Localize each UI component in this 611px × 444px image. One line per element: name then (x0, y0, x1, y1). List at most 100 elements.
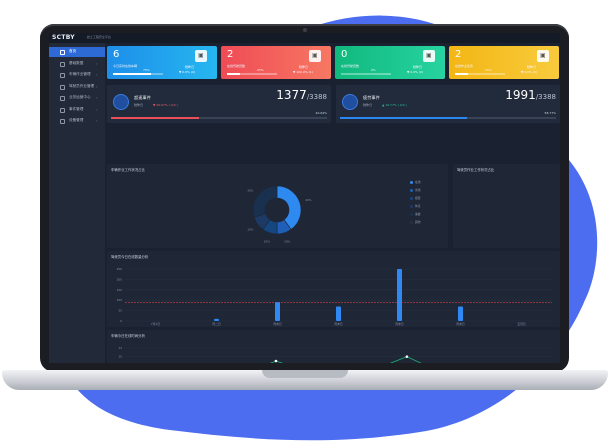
chevron-right-icon: › (96, 106, 98, 112)
chevron-right-icon: › (96, 95, 98, 100)
menu-icon (60, 84, 65, 90)
y-tick-label: 100 (117, 298, 123, 302)
event-count: 1991/3388 (505, 88, 556, 102)
event-percent: 58.77% (544, 111, 556, 115)
camera-icon (303, 28, 307, 32)
card-value: 2 (227, 49, 234, 60)
bar (214, 318, 219, 321)
sidebar-item[interactable]: 基础数据 › (49, 59, 105, 69)
bar (275, 302, 280, 321)
y-tick-label: 200 (117, 277, 123, 281)
x-tick-label: 五月日 (517, 322, 526, 326)
chevron-right-icon: › (96, 60, 98, 66)
speed-gauge-icon (342, 94, 358, 110)
slice-label: 40% (305, 198, 312, 202)
legend-item[interactable]: 其他 (410, 220, 440, 225)
dashboard-screen: SCTBY · 岩土工程安全平台 首页 基础数据 › 车辆作业管理 › 驾驶员作业管理 › 业… (49, 33, 560, 363)
top-bar: SCTBY · 岩土工程安全平台 (49, 33, 560, 43)
legend-label: 在线 (415, 180, 421, 184)
card-progress (113, 73, 163, 75)
line-point (405, 355, 409, 358)
card-compare-value: ▼ 0.0% (0) (179, 70, 196, 74)
donut-chart: 40% 10% 10% 10% 30% (247, 185, 312, 243)
sidebar-item[interactable]: 业务运营中心 › (49, 93, 105, 103)
stat-card[interactable]: 6 今日实时在线车辆 75% 较昨日 ▼ 0.0% (0) ▣ (107, 46, 217, 79)
x-tick-label: 周末日 (456, 322, 465, 326)
legend-item[interactable]: 报警 (410, 196, 440, 201)
sidebar-item-label: 驾驶员作业管理 (69, 83, 95, 88)
event-stat: 超速事件 较昨日 ▼ 26.67% ( 4/4 ) 1377/3388 40.64% (107, 85, 331, 123)
slice-label: 10% (264, 239, 271, 243)
laptop-notch (262, 370, 348, 378)
menu-icon (60, 73, 65, 78)
bar (458, 306, 463, 321)
bar (336, 306, 341, 321)
stat-card[interactable]: 0 在线驾驶员数 0% 较昨日 ▼ 0.0% (0) ▣ (335, 46, 445, 79)
card-caption: 今日实时在线车辆 (113, 64, 138, 68)
task-icon: ▣ (537, 50, 549, 62)
legend-label: 休息 (415, 204, 421, 208)
event-progress (340, 117, 556, 119)
card-percent: 75% (143, 68, 150, 72)
sidebar-item-label: 基础数据 (69, 60, 84, 65)
card-compare-label: 较昨日 (185, 65, 195, 69)
sidebar-item[interactable]: 首页 (49, 47, 105, 57)
pie-slice (252, 185, 278, 218)
main-content: 6 今日实时在线车辆 75% 较昨日 ▼ 0.0% (0) ▣ 2 在线驾驶员数 25% 较昨日 ▼… (105, 43, 560, 363)
bar (397, 269, 402, 321)
sidebar-item[interactable]: 驾驶员作业管理 › (49, 82, 105, 92)
legend-label: 离线 (415, 188, 421, 192)
chevron-right-icon: › (96, 72, 98, 77)
sidebar-item[interactable]: 设备管理 › (49, 116, 105, 126)
event-compare-label: 较昨日 (134, 103, 144, 107)
panel-title: 车辆作业工作状况占比 (111, 168, 145, 172)
sidebar-item[interactable]: 事件管理 › (49, 105, 105, 115)
menu-icon (60, 119, 65, 124)
panel-title: 驾驶员今日在线数量分析 (111, 255, 149, 259)
card-compare-value: ▼ 100.0% (1) (293, 70, 313, 74)
person-icon: ▣ (309, 50, 321, 62)
legend-label: 其他 (415, 220, 421, 224)
sidebar-item-label: 首页 (69, 49, 77, 53)
side-panel: 驾驶员作业工作状况占比 (453, 164, 560, 248)
stat-card[interactable]: 2 在线驾驶员数 25% 较昨日 ▼ 100.0% (1) ▣ (221, 46, 331, 79)
sidebar-item-label: 事件管理 (69, 106, 84, 111)
stat-card[interactable]: 2 在线作业任务 25% 较昨日 ▼ 0.0% (0) ▣ (449, 46, 559, 79)
legend-item[interactable]: 休息 (410, 204, 440, 209)
card-compare-label: 较昨日 (413, 65, 423, 69)
panel-title: 车辆今日在线时间分析 (111, 334, 145, 338)
slice-label: 30% (247, 189, 254, 193)
card-progress (227, 73, 277, 75)
slice-label: 10% (284, 239, 291, 243)
legend-item[interactable]: 在线 (410, 180, 440, 185)
event-percent: 40.64% (315, 111, 327, 115)
y-tick-label: 50 (118, 309, 122, 313)
person-group-icon: ▣ (423, 50, 435, 62)
slice-label: 10% (247, 227, 254, 231)
legend-item[interactable]: 离线 (410, 188, 440, 193)
brand-subtitle: · 岩土工程安全平台 (85, 35, 111, 39)
y-tick-label: 12 (118, 346, 122, 350)
card-compare-value: ▼ 0.0% (0) (521, 70, 538, 74)
menu-icon (60, 50, 65, 55)
sidebar-item[interactable]: 车辆作业管理 › (49, 70, 105, 80)
y-tick-label: 150 (117, 288, 123, 292)
panel-title: 驾驶员作业工作状况占比 (457, 168, 495, 172)
x-tick-label: 周二日 (212, 322, 221, 326)
card-caption: 在线驾驶员数 (227, 64, 246, 68)
bar-chart: 0 50 100 150 200 250 7月1日 周二日 周末日 周末日 周末日 周末日 五月日 (117, 267, 552, 326)
card-percent: 25% (257, 68, 264, 72)
legend-item[interactable]: 事故 (410, 212, 440, 217)
event-count: 1377/3388 (276, 88, 327, 102)
menu-icon (60, 107, 65, 113)
x-tick-label: 7月1日 (151, 322, 160, 326)
brand-logo: SCTBY (52, 34, 75, 41)
series-line (269, 356, 422, 363)
x-tick-label: 周末日 (273, 322, 282, 326)
car-icon: ▣ (195, 50, 207, 62)
menu-icon (60, 96, 65, 101)
card-progress (341, 73, 391, 75)
x-tick-label: 周末日 (395, 322, 404, 326)
legend-label: 报警 (415, 196, 421, 200)
line-point (274, 359, 278, 363)
